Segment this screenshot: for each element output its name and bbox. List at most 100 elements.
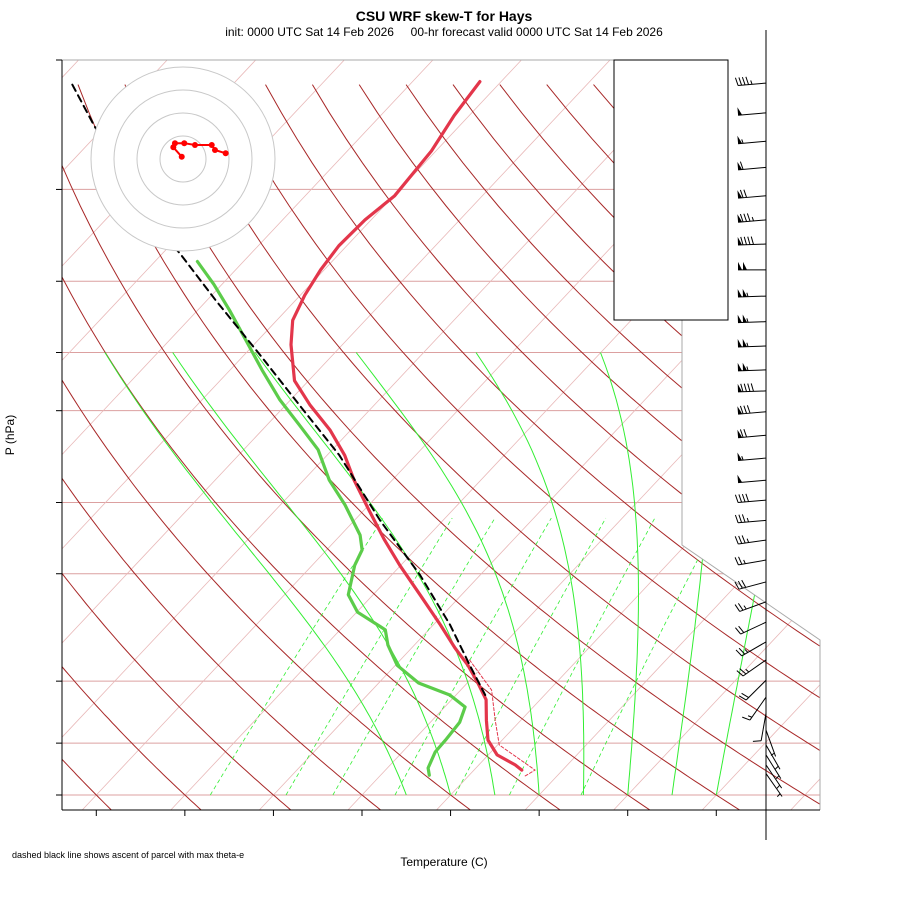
hodograph-point bbox=[191, 141, 198, 148]
wind-barb-flag bbox=[737, 107, 743, 116]
wind-barb-shaft bbox=[738, 479, 767, 484]
wind-barb bbox=[737, 452, 767, 461]
moist-adiabat-line bbox=[355, 352, 540, 796]
wind-barb-half bbox=[746, 538, 750, 543]
wind-barb-half bbox=[746, 366, 749, 371]
mixing-ratio-line bbox=[285, 517, 453, 796]
wind-barb bbox=[737, 314, 767, 324]
dry-adiabat-line bbox=[733, 84, 820, 810]
wind-barb-half bbox=[776, 784, 781, 789]
wind-barb-full bbox=[741, 579, 747, 588]
wind-barb-shaft bbox=[738, 539, 767, 545]
wind-barb-shaft bbox=[737, 321, 767, 324]
hodograph-point bbox=[222, 150, 229, 157]
wind-barb-full bbox=[738, 647, 746, 655]
mixing-ratio-line bbox=[509, 517, 656, 796]
dry-adiabat-line bbox=[124, 84, 820, 810]
wind-barb-flag bbox=[737, 289, 742, 297]
wind-barb-full bbox=[738, 77, 743, 86]
wind-barb-full bbox=[739, 189, 744, 198]
wind-barb bbox=[737, 338, 767, 348]
wind-barb-flag bbox=[737, 474, 743, 483]
wind-barb bbox=[765, 764, 783, 789]
wind-barb-half bbox=[747, 715, 753, 718]
wind-barb-full bbox=[747, 236, 751, 245]
wind-barb bbox=[735, 621, 767, 635]
wind-barb-shaft bbox=[745, 679, 767, 701]
dry-adiabat-line bbox=[62, 84, 381, 810]
isotherm-line bbox=[879, 60, 900, 810]
wind-barb-flag bbox=[737, 406, 743, 415]
wind-barb bbox=[738, 261, 766, 271]
mixing-ratio-line bbox=[394, 517, 552, 796]
wind-barb-full bbox=[734, 514, 739, 523]
dry-adiabat-line bbox=[171, 84, 820, 810]
wind-barb-shaft bbox=[749, 696, 767, 721]
wind-barb-full bbox=[734, 581, 740, 590]
hodograph-point bbox=[178, 153, 185, 160]
wind-barb-half bbox=[741, 139, 744, 144]
wind-barb-full bbox=[738, 625, 745, 633]
wind-barb-full bbox=[734, 536, 739, 545]
wind-barb-full bbox=[741, 493, 746, 503]
wind-barb bbox=[737, 236, 767, 246]
wind-barb bbox=[737, 428, 767, 439]
wind-barbs bbox=[734, 76, 783, 798]
wind-barb-shaft bbox=[737, 345, 767, 348]
dry-adiabat-line bbox=[62, 84, 651, 810]
wind-barb-full bbox=[738, 535, 743, 544]
wind-barb-flag bbox=[737, 135, 743, 144]
wind-barb-half bbox=[745, 668, 750, 673]
wind-barb-flag bbox=[742, 362, 747, 371]
wind-barb-shaft bbox=[739, 601, 767, 612]
wind-barb bbox=[734, 76, 767, 87]
parcel-stats-box bbox=[613, 59, 729, 321]
wind-barb bbox=[734, 535, 767, 545]
wind-barb-full bbox=[738, 695, 747, 701]
dry-adiabat-line bbox=[62, 84, 471, 810]
wind-barb-full bbox=[746, 405, 751, 414]
wind-barb-full bbox=[741, 692, 749, 698]
wind-barb bbox=[735, 641, 767, 657]
footnote: dashed black line shows ascent of parcel… bbox=[12, 850, 244, 860]
wind-barb-half bbox=[750, 80, 753, 85]
wind-barb-full bbox=[738, 556, 743, 565]
plot-frame bbox=[62, 59, 821, 810]
wind-barb-full bbox=[741, 514, 746, 523]
isotherm-line bbox=[259, 60, 820, 810]
wind-barb-half bbox=[746, 342, 749, 347]
wind-barb bbox=[737, 383, 767, 393]
wind-barb-full bbox=[734, 494, 739, 503]
isotherm-line bbox=[62, 60, 611, 810]
wind-barb-full bbox=[743, 428, 748, 438]
isotherm-line bbox=[62, 60, 699, 810]
wind-barb-half bbox=[774, 765, 779, 770]
hodograph-point bbox=[208, 141, 215, 148]
wind-barb-half bbox=[751, 216, 755, 222]
hodograph-ring bbox=[136, 112, 230, 206]
wind-barb bbox=[737, 362, 767, 372]
axes bbox=[56, 59, 820, 816]
x-axis-label: Temperature (C) bbox=[400, 855, 487, 869]
chart-subtitle: init: 0000 UTC Sat 14 Feb 2026 00-hr for… bbox=[225, 25, 663, 39]
wind-barb-full bbox=[739, 429, 744, 438]
wind-barb bbox=[765, 773, 783, 798]
dry-adiabat-line bbox=[265, 84, 820, 810]
wind-barb-shaft bbox=[737, 295, 767, 298]
hodograph-ring bbox=[113, 89, 253, 229]
wind-barb-full bbox=[747, 383, 751, 392]
dry-adiabat-line bbox=[62, 84, 561, 810]
wind-barb-shaft bbox=[741, 641, 767, 657]
wind-barb-full bbox=[742, 716, 751, 721]
wind-barb bbox=[737, 213, 767, 223]
wind-barb-full bbox=[745, 76, 750, 85]
moist-adiabat-line bbox=[600, 352, 639, 796]
mixing-ratio-line bbox=[209, 517, 384, 796]
wind-barb-flag bbox=[737, 452, 743, 461]
wind-barb-half bbox=[741, 456, 744, 461]
wind-barb-full bbox=[743, 383, 747, 392]
wind-barb bbox=[734, 556, 767, 566]
wind-barb-half bbox=[776, 793, 781, 798]
wind-barb-flag bbox=[743, 261, 747, 270]
